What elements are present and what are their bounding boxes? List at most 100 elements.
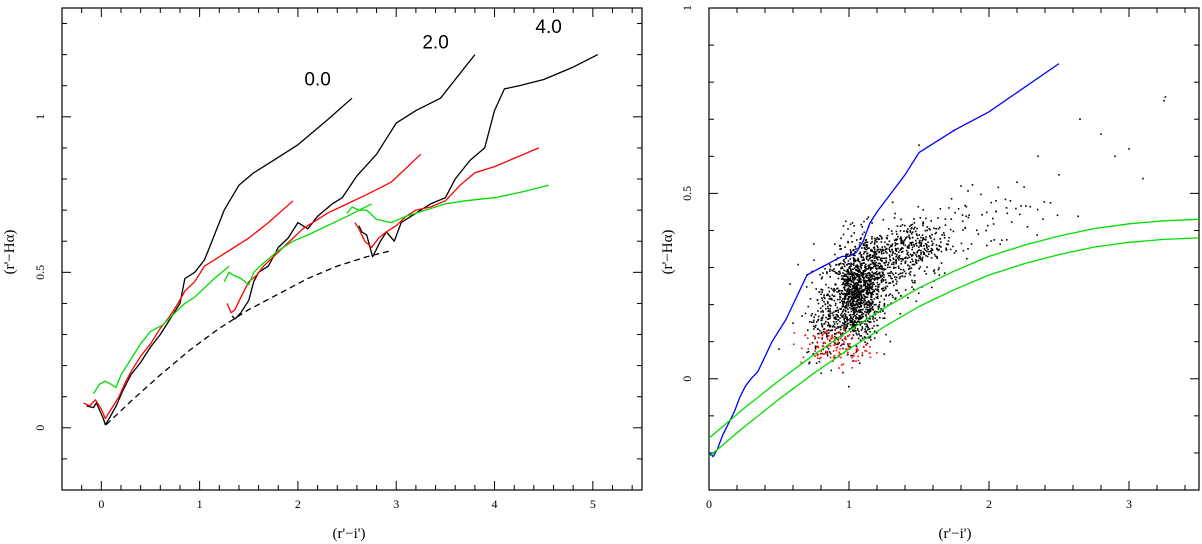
scatter-point [876,319,878,321]
scatter-point [844,286,846,288]
scatter-point [912,260,914,262]
scatter-point [865,245,867,247]
scatter-point [826,273,828,275]
scatter-point [792,322,794,324]
scatter-point [875,255,877,257]
scatter-point [867,325,869,327]
scatter-point [939,274,941,276]
scatter-point [853,280,855,282]
scatter-point [892,233,894,235]
scatter-point [911,267,913,269]
scatter-point [900,236,902,238]
scatter-point [827,338,829,340]
scatter-point [831,336,833,338]
scatter-point [850,265,852,267]
scatter-point [923,223,925,225]
scatter-point [817,353,819,355]
scatter-point [829,298,831,300]
scatter-point [847,276,849,278]
scatter-point [861,312,863,314]
scatter-point [840,308,842,310]
scatter-point [899,278,901,280]
curve-annotation: 0.0 [304,70,330,91]
scatter-point [1058,174,1060,176]
scatter-point [933,271,935,273]
scatter-point [861,335,863,337]
scatter-point [871,277,873,279]
scatter-point [1016,182,1018,184]
scatter-point [870,269,872,271]
figure: 0 1 2 3 4 500.51 0.02.04.0 (r'−i') (r'−Hα) 01… [0,0,1202,544]
scatter-point [954,252,956,254]
scatter-point [873,257,875,259]
scatter-point [860,295,862,297]
scatter-point [874,240,876,242]
scatter-point [819,291,821,293]
scatter-point [900,269,902,271]
scatter-point [892,295,894,297]
scatter-point [868,247,870,249]
scatter-point [868,287,870,289]
scatter-point [926,246,928,248]
scatter-point [847,228,849,230]
scatter-point [952,246,954,248]
scatter-point [854,268,856,270]
scatter-point [845,221,847,223]
scatter-point [841,313,843,315]
scatter-point [879,284,881,286]
scatter-point [865,273,867,275]
scatter-point [856,332,858,334]
scatter-point [831,288,833,290]
scatter-point [883,258,885,260]
scatter-point [844,274,846,276]
scatter-point [908,247,910,249]
scatter-point [856,295,858,297]
scatter-point [935,228,937,230]
scatter-point [912,264,914,266]
scatter-point [863,244,865,246]
scatter-point [926,230,928,232]
scatter-point [920,252,922,254]
scatter-point [827,351,829,353]
scatter-point [839,248,841,250]
scatter-point [843,270,845,272]
scatter-point [822,353,824,355]
scatter-point [825,321,827,323]
scatter-point [866,323,868,325]
scatter-point [885,282,887,284]
scatter-point [867,320,869,322]
scatter-point [931,241,933,243]
scatter-point [877,298,879,300]
scatter-point [918,234,920,236]
scatter-point [862,226,864,228]
scatter-point [859,252,861,254]
scatter-point [828,323,830,325]
scatter-point [845,311,847,313]
left-x-axis-label: (r'−i') [332,526,365,542]
scatter-point [821,318,823,320]
scatter-point [964,205,966,207]
scatter-point [936,248,938,250]
scatter-point [877,279,879,281]
scatter-point [967,248,969,250]
scatter-point [911,233,913,235]
scatter-point [995,200,997,202]
scatter-point [853,297,855,299]
scatter-point [926,251,928,253]
scatter-point [948,240,950,242]
right-points [778,96,1166,387]
scatter-point [814,338,816,340]
scatter-point [821,323,823,325]
scatter-point [850,276,852,278]
scatter-point [869,273,871,275]
scatter-point [995,211,997,213]
scatter-point [875,286,877,288]
scatter-point [830,266,832,268]
scatter-point [843,327,845,329]
scatter-point [873,247,875,249]
scatter-point [854,289,856,291]
scatter-point [849,292,851,294]
scatter-point [865,309,867,311]
scatter-point [837,319,839,321]
scatter-point [835,317,837,319]
